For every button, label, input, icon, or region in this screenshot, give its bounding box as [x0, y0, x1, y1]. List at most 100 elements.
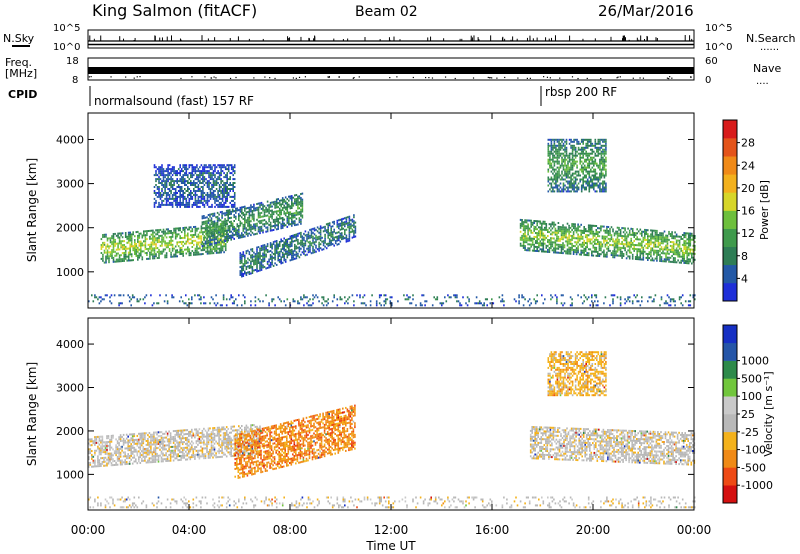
scatter-cell [149, 243, 151, 246]
scatter-cell [271, 247, 273, 250]
scatter-cell [205, 182, 207, 184]
scatter-cell [257, 256, 260, 258]
scatter-cell [587, 226, 590, 229]
scatter-cell [144, 238, 147, 241]
scatter-cell [647, 237, 649, 240]
scatter-cell [304, 250, 307, 253]
scatter-cell [586, 172, 589, 175]
scatter-cell [286, 256, 289, 259]
scatter-cell [171, 243, 174, 246]
scatter-cell [199, 166, 201, 169]
scatter-cell [641, 230, 643, 233]
scatter-cell [213, 242, 216, 245]
scatter-cell [591, 182, 594, 185]
scatter-cell [669, 233, 672, 235]
scatter-cell [228, 213, 231, 216]
scatter-cell [233, 230, 235, 232]
scatter-cell [588, 166, 591, 169]
scatter-cell [555, 178, 557, 181]
scatter-cell [184, 178, 186, 181]
scatter-cell [174, 251, 177, 254]
scatter-cell [565, 226, 567, 229]
scatter-cell [167, 194, 169, 196]
scatter-cell [184, 232, 186, 235]
scatter-cell [291, 222, 293, 225]
scatter-cell [552, 156, 554, 159]
scatter-cell [552, 186, 554, 189]
scatter-cell [241, 259, 243, 262]
scatter-cell [330, 235, 332, 238]
scatter-cell [167, 170, 169, 173]
scatter-cell [205, 250, 207, 253]
scatter-cell [694, 248, 696, 251]
scatter-cell [174, 203, 177, 206]
scatter-cell [155, 180, 157, 183]
scatter-cell [265, 222, 267, 225]
nave-dot [577, 77, 579, 80]
scatter-cell [193, 174, 195, 177]
scatter-cell [565, 166, 568, 169]
scatter-cell [262, 215, 264, 218]
scatter-cell [530, 223, 532, 226]
scatter-cell [307, 300, 310, 303]
scatter-cell [260, 268, 263, 271]
scatter-cell [577, 146, 580, 149]
scatter-cell [245, 260, 248, 263]
scatter-cell [318, 227, 320, 230]
scatter-cell [218, 184, 221, 186]
scatter-cell [521, 238, 523, 241]
scatter-cell [227, 227, 229, 230]
scatter-cell [168, 236, 171, 239]
scatter-cell [600, 170, 603, 173]
scatter-cell [573, 172, 575, 175]
scatter-cell [562, 224, 564, 227]
scatter-cell [275, 244, 278, 246]
scatter-cell [662, 240, 664, 243]
scatter-cell [572, 251, 575, 253]
scatter-cell [259, 222, 261, 225]
scatter-cell [562, 242, 564, 245]
scatter-cell [171, 203, 174, 206]
scatter-cell [681, 249, 684, 252]
scatter-cell [605, 174, 607, 177]
scatter-cell [140, 246, 142, 249]
scatter-cell [263, 215, 266, 218]
scatter-cell [184, 234, 186, 237]
scatter-cell [591, 162, 594, 165]
scatter-cell [153, 253, 156, 256]
scatter-cell [134, 249, 136, 252]
scatter-cell [304, 254, 307, 257]
scatter-cell [574, 172, 577, 175]
scatter-cell [553, 178, 556, 181]
scatter-cell [338, 243, 340, 246]
scatter-cell [206, 234, 208, 237]
scatter-cell [268, 302, 270, 305]
scatter-cell [248, 253, 251, 256]
scatter-cell [153, 251, 156, 254]
scatter-cell [152, 257, 154, 260]
scatter-cell [185, 203, 188, 206]
scatter-cell [574, 229, 576, 232]
scatter-cell [174, 194, 177, 196]
scatter-cell [594, 170, 597, 173]
scatter-cell [167, 176, 169, 179]
scatter-cell [256, 224, 258, 227]
scatter-cell [109, 241, 112, 244]
scatter-cell [216, 217, 219, 220]
scatter-cell [607, 237, 610, 240]
scatter-cell [583, 247, 585, 250]
scatter-cell [530, 239, 532, 242]
nave-dot [546, 76, 549, 78]
scatter-cell [185, 184, 188, 186]
scatter-cell [259, 269, 261, 272]
scatter-cell [607, 226, 610, 228]
scatter-cell [578, 239, 581, 242]
nave-dot [617, 76, 619, 78]
scatter-cell [187, 236, 189, 239]
scatter-cell [200, 190, 203, 192]
scatter-cell [565, 252, 567, 255]
scatter-cell [211, 192, 213, 194]
scatter-cell [341, 298, 343, 301]
scatter-cell [209, 190, 212, 192]
scatter-cell [266, 214, 269, 217]
